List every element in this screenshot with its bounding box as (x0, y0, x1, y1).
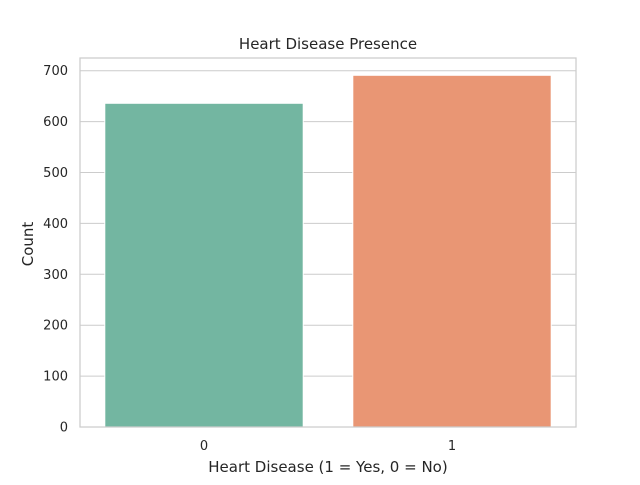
y-tick-label: 600 (43, 115, 68, 130)
y-tick-label: 0 (60, 421, 68, 436)
y-tick-label: 100 (43, 370, 68, 385)
y-tick-label: 700 (43, 64, 68, 79)
y-tick-label: 500 (43, 166, 68, 181)
bar-1 (352, 74, 552, 428)
chart-title: Heart Disease Presence (239, 35, 417, 53)
plot-frame (79, 57, 577, 428)
x-axis-label: Heart Disease (1 = Yes, 0 = No) (208, 458, 447, 476)
x-tick-label: 1 (448, 439, 456, 454)
bar-0 (104, 102, 304, 428)
bars (104, 74, 552, 428)
x-tick-label: 0 (200, 439, 208, 454)
y-tick-label: 200 (43, 319, 68, 334)
y-axis-label: Count (19, 222, 37, 267)
y-tick-label: 300 (43, 268, 68, 283)
y-axis-ticks: 0 100 200 300 400 500 600 700 (43, 64, 68, 435)
y-tick-label: 400 (43, 217, 68, 232)
